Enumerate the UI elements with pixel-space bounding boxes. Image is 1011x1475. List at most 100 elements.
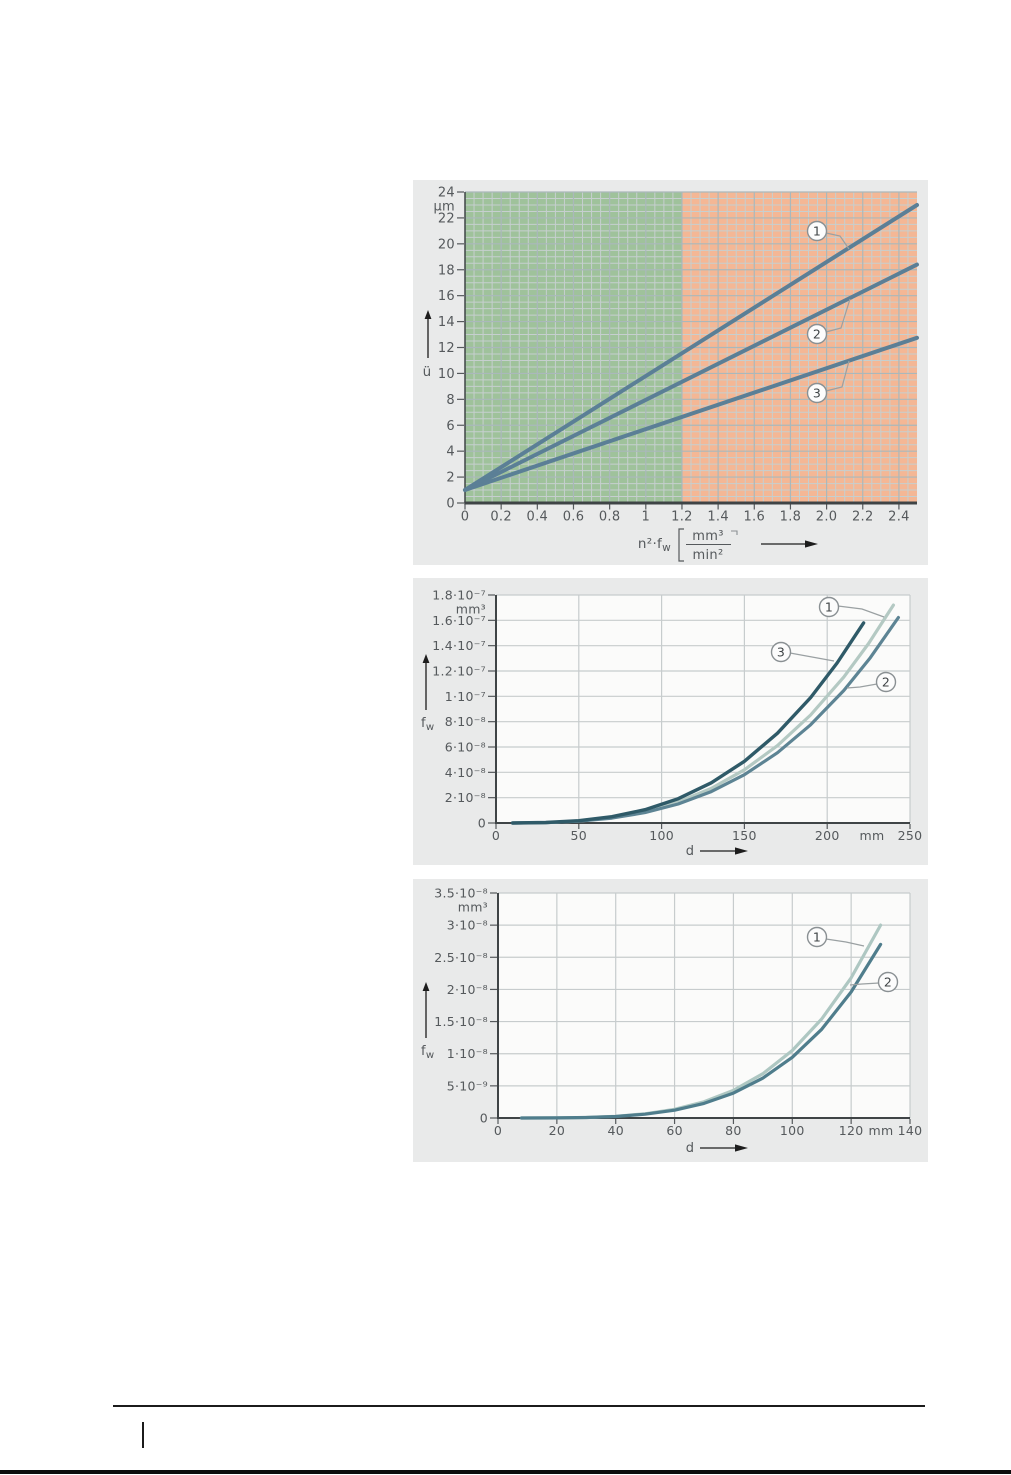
y-tick-label: 14 <box>438 315 455 330</box>
y-tick-label: 8 <box>446 393 455 408</box>
y-tick-label: 1·10⁻⁷ <box>445 689 486 704</box>
callout-2-number: 2 <box>884 975 892 990</box>
y-tick-label: 2 <box>446 471 455 486</box>
x-tick-label: 50 <box>571 828 588 843</box>
y-tick-label: 22 <box>438 211 455 226</box>
callout-2-circle <box>877 971 899 993</box>
footer-rule <box>113 1405 925 1407</box>
x-axis-unit: mm <box>869 1123 894 1138</box>
chart-2-panel-fw-vs-d-large: 0 50 100 150 200 250 0 2·10⁻⁸ 4·10⁻⁸ 6·10⁻⁸ 8·10⁻⁸… <box>413 578 928 865</box>
right-arrow-icon <box>735 1144 748 1152</box>
x-tick-label: 0 <box>494 1123 502 1138</box>
x-tick-label: 1.6 <box>743 510 765 525</box>
callout-1-number: 1 <box>825 600 833 615</box>
x-tick-label: 80 <box>725 1123 742 1138</box>
y-tick-label: 2·10⁻⁸ <box>445 790 486 805</box>
callout-2-number: 2 <box>813 327 821 342</box>
x-tick-label: 100 <box>649 828 674 843</box>
y-axis-unit: µm <box>433 200 455 215</box>
x-tick-label: 2.4 <box>888 510 910 525</box>
footer-column-tick <box>142 1422 144 1448</box>
x-tick-label: 1.8 <box>780 510 802 525</box>
y-axis-title: fw <box>421 1044 434 1061</box>
callout-1-circle <box>818 596 840 618</box>
right-bracket-mark <box>731 530 738 535</box>
y-tick-label: 6 <box>446 419 455 434</box>
callout-1-circle <box>806 926 828 948</box>
y-tick-label: 12 <box>438 341 455 356</box>
y-tick-label: 24 <box>438 186 455 201</box>
y-tick-label: 1.8·10⁻⁷ <box>432 588 486 603</box>
y-tick-label: 0 <box>480 1111 488 1126</box>
callout-2-circle <box>806 323 828 345</box>
y-tick-label: 18 <box>438 263 455 278</box>
y-tick-label: 0 <box>446 497 455 512</box>
up-arrow-icon <box>424 310 432 319</box>
chart-1-panel-smoothing-vs-n2fw: 0 0.2 0.4 0.6 0.8 1 1.2 1.4 1.6 1.8 2.0 2.2 2.4 0 2 4 6 8… <box>413 180 928 565</box>
x-tick-label: 0.2 <box>490 510 512 525</box>
y-axis-unit: mm³ <box>458 900 488 915</box>
x-tick-label: 0.4 <box>527 510 549 525</box>
y-tick-label: 1.4·10⁻⁷ <box>432 638 486 653</box>
callout-3-number: 3 <box>813 386 821 401</box>
series-3-curve <box>510 621 866 825</box>
right-arrow-icon <box>735 847 748 855</box>
y-tick-label: 4·10⁻⁸ <box>445 765 486 780</box>
y-tick-label: 6·10⁻⁸ <box>445 740 486 755</box>
callout-1-circle <box>806 220 828 242</box>
x-tick-label: 100 <box>780 1123 805 1138</box>
series-2-curve <box>463 262 919 492</box>
x-tick-label: 40 <box>607 1123 624 1138</box>
x-tick-label: 0 <box>461 510 470 525</box>
x-axis-title: d <box>686 1141 695 1156</box>
y-tick-label: 20 <box>438 237 455 252</box>
y-tick-label: 1.2·10⁻⁷ <box>432 664 486 679</box>
y-tick-label: 5·10⁻⁹ <box>447 1078 488 1093</box>
callout-3-circle <box>806 382 828 404</box>
y-tick-label: 4 <box>446 445 455 460</box>
x-tick-label: 0.8 <box>599 510 621 525</box>
up-arrow-icon <box>422 654 430 663</box>
x-tick-label: 2.2 <box>852 510 874 525</box>
y-tick-label: 3·10⁻⁸ <box>447 918 488 933</box>
series-3-curve <box>463 335 919 492</box>
y-tick-label: 16 <box>438 289 455 304</box>
x-tick-label: 150 <box>732 828 757 843</box>
x-tick-label: 200 <box>815 828 840 843</box>
fraction-denominator: min² <box>693 548 724 563</box>
fraction-numerator: mm³ <box>692 529 723 544</box>
y-tick-label: 3.5·10⁻⁸ <box>434 886 488 901</box>
callout-1-number: 1 <box>813 930 821 945</box>
callout-3-number: 3 <box>777 645 785 660</box>
left-bracket <box>678 528 684 562</box>
x-tick-label: 60 <box>666 1123 683 1138</box>
chart-1-canvas: 0 0.2 0.4 0.6 0.8 1 1.2 1.4 1.6 1.8 2.0 2.2 2.402468… <box>423 186 919 563</box>
x-tick-label: 2.0 <box>816 510 838 525</box>
x-tick-label: 0 <box>492 828 500 843</box>
x-tick-label: 1.4 <box>707 510 729 525</box>
x-tick-label: 0.6 <box>563 510 585 525</box>
up-arrow-icon <box>422 982 430 991</box>
x-tick-label: 120 <box>839 1123 864 1138</box>
y-tick-label: 2.5·10⁻⁸ <box>434 950 488 965</box>
chart-3-canvas: 0 20 40 60 80 100 120 140 0 5·10⁻⁹ 1·10⁻⁸ 1.5·10⁻⁸ 2… <box>421 886 922 1157</box>
chart-3-panel-fw-vs-d-small: 0 20 40 60 80 100 120 140 0 5·10⁻⁹ 1·10⁻⁸ 1.5·10⁻⁸ 2… <box>413 879 928 1162</box>
y-tick-label: 2·10⁻⁸ <box>447 982 488 997</box>
y-tick-label: 0 <box>478 816 486 831</box>
y-tick-label: 1.6·10⁻⁷ <box>432 613 486 628</box>
right-arrow-icon <box>805 540 818 548</box>
series-2-curve <box>519 942 883 1120</box>
y-tick-label: 10 <box>438 367 455 382</box>
page-bottom-border <box>0 1470 1011 1474</box>
x-axis-title: d <box>686 844 695 859</box>
x-tick-label: 20 <box>549 1123 566 1138</box>
series-1-curve <box>463 203 919 492</box>
x-tick-label: 1 <box>642 510 651 525</box>
x-tick-label: 250 <box>898 828 923 843</box>
x-axis-unit: mm <box>860 828 885 843</box>
y-tick-label: 1·10⁻⁸ <box>447 1046 488 1061</box>
y-tick-label: 1.5·10⁻⁸ <box>434 1014 488 1029</box>
y-tick-label: 8·10⁻⁸ <box>445 714 486 729</box>
y-axis-unit: mm³ <box>456 602 486 617</box>
